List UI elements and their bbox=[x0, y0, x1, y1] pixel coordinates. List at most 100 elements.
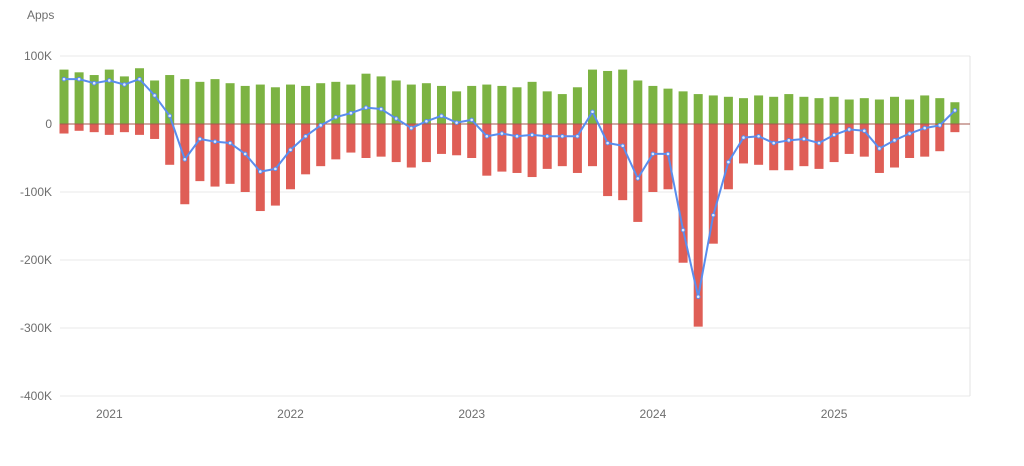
bar-apps-removed[interactable] bbox=[844, 124, 854, 154]
net-point[interactable] bbox=[560, 133, 565, 139]
bar-apps-removed[interactable] bbox=[935, 124, 945, 152]
bar-apps-removed[interactable] bbox=[512, 124, 522, 173]
bar-apps-added[interactable] bbox=[255, 84, 265, 124]
bar-apps-removed[interactable] bbox=[59, 124, 69, 134]
bar-apps-added[interactable] bbox=[482, 84, 492, 124]
net-point[interactable] bbox=[439, 113, 444, 119]
bar-apps-removed[interactable] bbox=[406, 124, 416, 168]
bar-apps-added[interactable] bbox=[633, 80, 643, 124]
net-point[interactable] bbox=[333, 114, 339, 120]
net-point[interactable] bbox=[227, 140, 233, 146]
bar-apps-added[interactable] bbox=[874, 99, 884, 124]
bar-apps-added[interactable] bbox=[89, 75, 99, 124]
bar-apps-removed[interactable] bbox=[89, 124, 99, 133]
bar-apps-removed[interactable] bbox=[497, 124, 507, 172]
net-point[interactable] bbox=[635, 176, 641, 181]
net-point[interactable] bbox=[182, 157, 188, 162]
bar-apps-removed[interactable] bbox=[421, 124, 431, 163]
bar-apps-added[interactable] bbox=[542, 91, 552, 124]
net-point[interactable] bbox=[741, 135, 746, 140]
bar-apps-removed[interactable] bbox=[482, 124, 492, 176]
bar-apps-removed[interactable] bbox=[572, 124, 582, 173]
net-point[interactable] bbox=[61, 76, 67, 82]
bar-apps-added[interactable] bbox=[572, 87, 582, 124]
bar-apps-removed[interactable] bbox=[225, 124, 235, 184]
net-point[interactable] bbox=[318, 123, 324, 128]
bar-apps-removed[interactable] bbox=[376, 124, 386, 157]
net-point[interactable] bbox=[786, 138, 792, 143]
bar-apps-removed[interactable] bbox=[286, 124, 295, 190]
bar-apps-removed[interactable] bbox=[361, 124, 371, 158]
net-point[interactable] bbox=[242, 151, 248, 157]
bar-apps-removed[interactable] bbox=[135, 124, 144, 135]
bar-apps-added[interactable] bbox=[301, 85, 311, 124]
bar-apps-removed[interactable] bbox=[693, 124, 703, 327]
net-point[interactable] bbox=[801, 136, 807, 142]
bar-apps-removed[interactable] bbox=[210, 124, 220, 187]
bar-apps-removed[interactable] bbox=[754, 124, 764, 165]
net-point[interactable] bbox=[877, 146, 882, 151]
bar-apps-added[interactable] bbox=[859, 98, 869, 124]
net-point[interactable] bbox=[484, 133, 490, 139]
bar-apps-added[interactable] bbox=[588, 69, 597, 124]
bar-apps-removed[interactable] bbox=[648, 124, 658, 192]
net-point[interactable] bbox=[605, 140, 610, 146]
bar-apps-added[interactable] bbox=[59, 69, 69, 124]
bar-apps-added[interactable] bbox=[406, 84, 416, 124]
net-point[interactable] bbox=[650, 151, 656, 157]
bar-apps-removed[interactable] bbox=[890, 124, 899, 168]
bar-apps-added[interactable] bbox=[739, 98, 748, 124]
bar-apps-added[interactable] bbox=[104, 69, 114, 124]
bar-apps-removed[interactable] bbox=[708, 124, 718, 244]
net-point[interactable] bbox=[514, 133, 520, 139]
bar-apps-removed[interactable] bbox=[391, 124, 401, 163]
bar-apps-removed[interactable] bbox=[119, 124, 129, 133]
net-point[interactable] bbox=[393, 116, 399, 121]
bar-apps-removed[interactable] bbox=[769, 124, 779, 171]
bar-apps-added[interactable] bbox=[270, 87, 280, 124]
net-point[interactable] bbox=[846, 127, 852, 132]
net-point[interactable] bbox=[620, 143, 626, 149]
bar-apps-added[interactable] bbox=[150, 80, 160, 124]
bar-apps-added[interactable] bbox=[618, 69, 628, 124]
bar-apps-removed[interactable] bbox=[331, 124, 341, 160]
bar-apps-removed[interactable] bbox=[588, 124, 597, 167]
bar-apps-removed[interactable] bbox=[814, 124, 824, 169]
net-point[interactable] bbox=[122, 82, 127, 87]
bar-apps-added[interactable] bbox=[663, 88, 673, 124]
bar-apps-removed[interactable] bbox=[829, 124, 839, 163]
bar-apps-removed[interactable] bbox=[301, 124, 311, 175]
net-point[interactable] bbox=[212, 139, 218, 144]
net-point[interactable] bbox=[499, 131, 505, 136]
net-point[interactable] bbox=[167, 113, 172, 119]
net-point[interactable] bbox=[529, 132, 535, 138]
bar-apps-removed[interactable] bbox=[255, 124, 265, 212]
bar-apps-added[interactable] bbox=[814, 98, 824, 124]
bar-apps-added[interactable] bbox=[527, 81, 537, 124]
bar-apps-added[interactable] bbox=[180, 79, 190, 124]
bar-apps-removed[interactable] bbox=[950, 124, 960, 133]
bar-apps-added[interactable] bbox=[421, 83, 431, 124]
bar-apps-added[interactable] bbox=[512, 87, 522, 124]
bar-apps-added[interactable] bbox=[754, 95, 764, 124]
bar-apps-removed[interactable] bbox=[618, 124, 628, 201]
net-point[interactable] bbox=[816, 140, 822, 146]
bar-apps-removed[interactable] bbox=[678, 124, 688, 263]
bar-apps-added[interactable] bbox=[225, 83, 235, 124]
bar-apps-removed[interactable] bbox=[180, 124, 190, 205]
net-point[interactable] bbox=[197, 136, 203, 142]
net-point[interactable] bbox=[831, 132, 837, 138]
net-point[interactable] bbox=[91, 80, 97, 86]
bar-apps-added[interactable] bbox=[950, 102, 960, 124]
bar-apps-removed[interactable] bbox=[316, 124, 326, 167]
bar-apps-removed[interactable] bbox=[165, 124, 175, 165]
bar-apps-added[interactable] bbox=[935, 98, 945, 124]
bar-apps-added[interactable] bbox=[723, 96, 733, 124]
bar-apps-removed[interactable] bbox=[905, 124, 915, 158]
bar-apps-added[interactable] bbox=[784, 94, 794, 124]
net-point[interactable] bbox=[590, 109, 595, 115]
net-point[interactable] bbox=[665, 151, 671, 157]
net-point[interactable] bbox=[409, 125, 414, 131]
bar-apps-added[interactable] bbox=[497, 85, 507, 124]
net-point[interactable] bbox=[711, 212, 716, 218]
